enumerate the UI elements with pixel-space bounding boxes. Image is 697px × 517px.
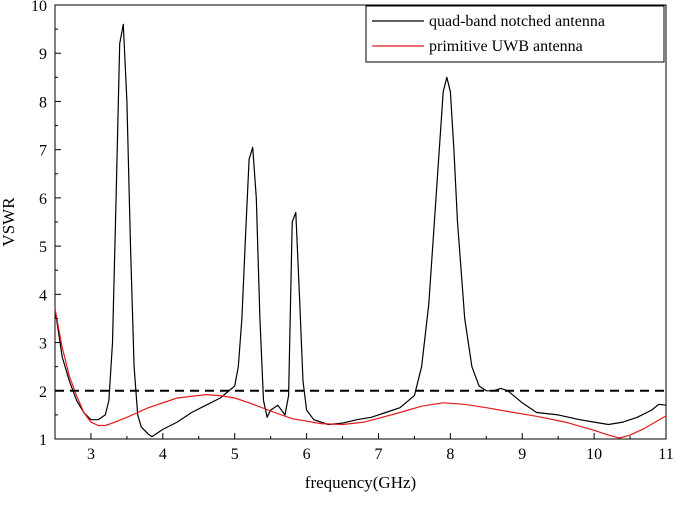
series-line-1 — [54, 308, 667, 439]
x-tick-label: 5 — [231, 446, 239, 463]
series-line-0 — [54, 23, 667, 438]
y-tick-label: 4 — [39, 287, 47, 304]
legend-label-primitive-uwb: primitive UWB antenna — [429, 38, 583, 55]
y-tick-label: 1 — [39, 432, 47, 449]
y-tick-label: 6 — [39, 191, 47, 208]
curves — [54, 23, 667, 439]
y-tick-label: 2 — [39, 384, 47, 401]
y-tick-label: 9 — [39, 46, 47, 63]
x-tick-label: 8 — [446, 446, 454, 463]
legend-label-quad-band: quad-band notched antenna — [429, 13, 605, 30]
x-tick-label: 9 — [518, 446, 526, 463]
legend-box — [365, 5, 665, 63]
x-tick-label: 10 — [586, 446, 602, 463]
plot-area — [54, 4, 667, 440]
y-tick-label: 5 — [39, 239, 47, 256]
y-tick-label: 8 — [39, 94, 47, 111]
y-axis-title: VSWR — [0, 197, 18, 247]
y-tick-label: 10 — [31, 0, 47, 15]
x-tick-label: 11 — [658, 446, 673, 463]
x-tick-label: 6 — [303, 446, 311, 463]
x-tick-label: 4 — [159, 446, 167, 463]
x-axis-title: frequency(GHz) — [305, 473, 416, 492]
y-tick-label: 3 — [39, 336, 47, 353]
plot-frame — [54, 4, 667, 440]
y-tick-label: 7 — [39, 143, 47, 160]
legend: quad-band notched antenna primitive UWB … — [365, 5, 665, 63]
y-axis: 1 2 3 4 5 6 7 8 9 10 — [31, 0, 61, 449]
x-axis: 3 4 5 6 7 8 9 10 11 — [54, 433, 674, 463]
x-tick-label: 7 — [374, 446, 382, 463]
x-tick-label: 3 — [87, 446, 95, 463]
